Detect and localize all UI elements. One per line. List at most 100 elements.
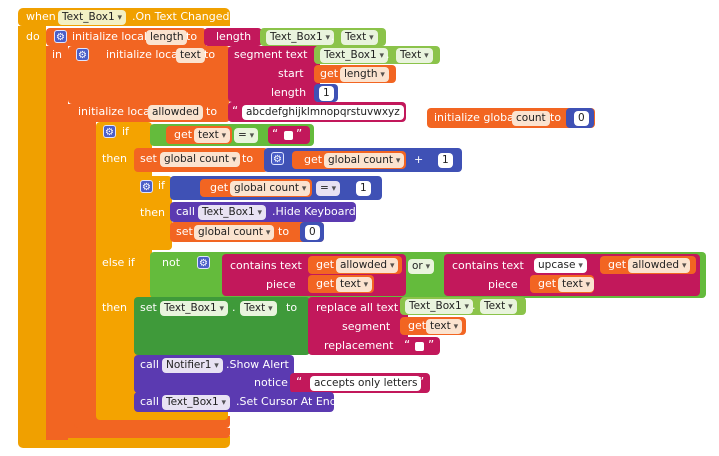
set-cursor-method: .Set Cursor At End [236, 395, 337, 408]
segment-length-label: length [271, 86, 307, 99]
gear-icon[interactable]: ⚙ [271, 152, 284, 165]
event-block-foot [18, 436, 230, 448]
length-text-block[interactable] [204, 28, 262, 46]
local-allowded-to: to [206, 105, 218, 118]
call-label: call [140, 395, 159, 408]
get-allowded-var-2[interactable]: allowded [628, 258, 691, 273]
quote-close: ” [418, 375, 425, 389]
segment-getter-component[interactable]: Text_Box1 [320, 48, 389, 63]
piece-label-2: piece [488, 278, 518, 291]
segment-block[interactable] [228, 46, 320, 102]
replace-all-block[interactable] [308, 297, 408, 355]
set-to: to [242, 152, 254, 165]
replace-getter-component[interactable]: Text_Box1 [405, 299, 474, 314]
gear-icon[interactable]: ⚙ [197, 256, 210, 269]
compare-operator-2[interactable]: = [316, 181, 341, 196]
quote-open: “ [296, 375, 303, 389]
textbox-getter-prop[interactable]: Text [341, 30, 378, 45]
local-text-var[interactable]: text [176, 48, 205, 63]
set-to: to [286, 301, 298, 314]
dot-label: . [232, 301, 236, 314]
length-text-label: length [216, 30, 252, 43]
get-text-var-4[interactable]: text [426, 319, 463, 334]
replace-getter-prop[interactable]: Text [480, 299, 517, 314]
allowded-string-value[interactable]: abcdefghijklmnopqrstuvwxyz [242, 105, 404, 120]
get-label: get [316, 258, 335, 271]
show-alert-component[interactable]: Notifier1 [162, 358, 223, 373]
replacement-label: replacement [324, 339, 394, 352]
local-text-to: to [204, 48, 216, 61]
empty-string-value-2[interactable] [415, 342, 424, 351]
dot-label: . [472, 299, 476, 312]
local-length-var[interactable]: length [146, 30, 188, 45]
global-num-value[interactable]: 0 [574, 111, 589, 126]
gear-icon[interactable]: ⚙ [54, 30, 67, 43]
call-label: call [140, 358, 159, 371]
set-var[interactable]: global count [160, 152, 241, 167]
notice-string-value[interactable]: accepts only letters [310, 376, 422, 391]
global-count-block[interactable] [427, 108, 595, 128]
gear-icon[interactable]: ⚙ [140, 180, 153, 193]
num-1-value[interactable]: 1 [438, 153, 453, 168]
upcase-dropdown[interactable]: upcase [534, 258, 587, 273]
get-text-var-2[interactable]: text [336, 277, 373, 292]
get-global-count-var[interactable]: global count [324, 153, 405, 168]
not-label: not [162, 256, 181, 269]
nested-then-label: then [140, 206, 166, 219]
get-label: get [304, 153, 323, 166]
show-alert-method: .Show Alert [226, 358, 289, 371]
then2-label: then [102, 301, 128, 314]
get-allowded-var[interactable]: allowded [336, 258, 399, 273]
num-1-value-2[interactable]: 1 [356, 181, 371, 196]
get-length-var[interactable]: length [340, 67, 389, 82]
plus-operator: + [414, 153, 424, 166]
quote-close: ” [394, 104, 401, 118]
if-label: if [122, 125, 129, 138]
event-block-body [18, 26, 46, 446]
set-to: to [278, 225, 290, 238]
contains-label-1: contains text [230, 259, 302, 272]
or-operator[interactable]: or [408, 259, 435, 274]
gear-icon[interactable]: ⚙ [103, 125, 116, 138]
set-textbox-prop[interactable]: Text [240, 301, 277, 316]
get-label: get [538, 277, 557, 290]
event-do-label: do [26, 30, 40, 43]
dot-label: . [386, 48, 390, 61]
event-when-label: when [26, 10, 56, 23]
quote-open: “ [232, 104, 239, 118]
compare-operator[interactable]: = [234, 128, 259, 143]
event-component-dropdown[interactable]: Text_Box1 [58, 10, 127, 25]
quote-open: “ [404, 338, 411, 352]
nested-if-label: if [158, 179, 165, 192]
num-1-value[interactable]: 1 [319, 86, 334, 101]
set-label: set [176, 225, 193, 238]
local-allowded-var[interactable]: allowded [148, 105, 204, 120]
nested-if-foot [134, 242, 172, 250]
global-var[interactable]: count [512, 111, 550, 126]
textbox-getter-component[interactable]: Text_Box1 [266, 30, 335, 45]
num-0-value[interactable]: 0 [305, 225, 320, 240]
get-label: get [210, 181, 229, 194]
contains-label-2: contains text [452, 259, 524, 272]
hide-keyboard-component[interactable]: Text_Box1 [198, 205, 267, 220]
dot-label: . [331, 30, 335, 43]
piece-label-1: piece [266, 278, 296, 291]
segment-getter-prop[interactable]: Text [396, 48, 433, 63]
local-length-to: to [186, 30, 198, 43]
local-length-body [46, 46, 68, 440]
set-textbox-component[interactable]: Text_Box1 [160, 301, 229, 316]
quote-open: “ [272, 127, 279, 141]
set-label: set [140, 301, 157, 314]
set-var-2[interactable]: global count [194, 225, 275, 240]
else-if-label: else if [102, 256, 135, 269]
get-text-var-3[interactable]: text [558, 277, 595, 292]
local-allowded-body [74, 122, 96, 422]
set-cursor-component[interactable]: Text_Box1 [162, 395, 231, 410]
get-global-count-var-2[interactable]: global count [230, 181, 311, 196]
segment-start-label: start [278, 67, 304, 80]
if-foot [96, 410, 228, 420]
gear-icon[interactable]: ⚙ [76, 48, 89, 61]
get-text-var[interactable]: text [194, 128, 231, 143]
empty-string-value[interactable] [284, 131, 293, 140]
local-length-label: initialize local [72, 30, 147, 43]
